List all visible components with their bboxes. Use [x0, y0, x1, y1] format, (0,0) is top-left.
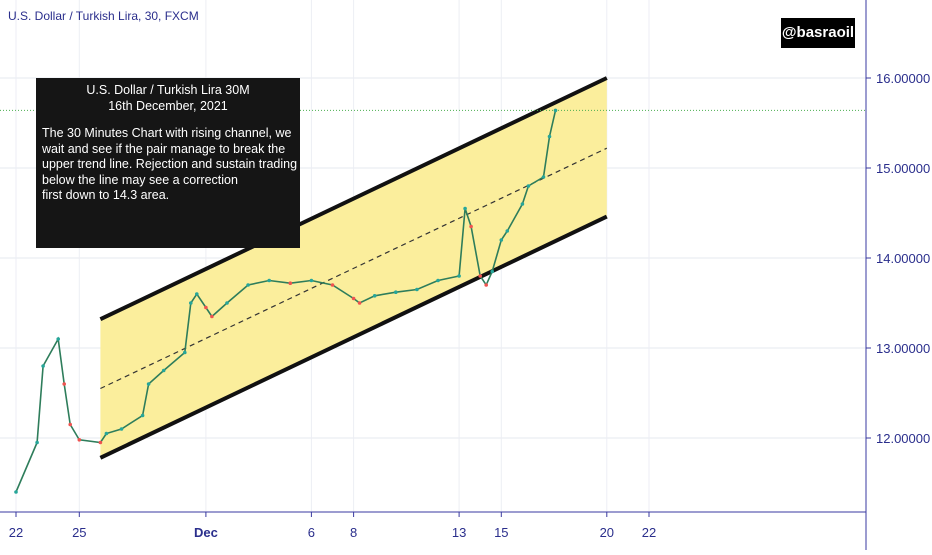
annotation-date: 16th December, 2021 — [108, 98, 228, 113]
price-point — [463, 206, 467, 211]
y-tick-label: 13.00000 — [876, 341, 930, 356]
y-tick-label: 12.00000 — [876, 431, 930, 446]
annotation-line: wait and see if the pair manage to break… — [42, 141, 286, 156]
price-point — [104, 431, 109, 436]
annotation-body: The 30 Minutes Chart with rising channel… — [42, 126, 298, 204]
price-point — [478, 274, 483, 278]
y-tick-label: 14.00000 — [876, 251, 930, 266]
price-point — [77, 438, 82, 442]
x-tick-label: 22 — [642, 525, 656, 540]
price-point — [541, 175, 546, 179]
price-point — [520, 202, 525, 206]
x-tick-label: 6 — [308, 525, 315, 540]
x-tick-label: 20 — [600, 525, 614, 540]
price-point — [415, 287, 419, 292]
price-point — [553, 108, 558, 113]
x-tick-label: 15 — [494, 525, 508, 540]
price-point — [484, 283, 489, 287]
price-point — [210, 314, 214, 319]
price-point — [146, 382, 151, 386]
y-tick-label: 16.00000 — [876, 71, 930, 86]
watermark-badge: @basraoil — [781, 18, 855, 48]
price-point — [490, 269, 495, 274]
price-point — [183, 350, 187, 355]
annotation-line: first down to 14.3 area. — [42, 188, 170, 202]
price-point — [35, 440, 39, 445]
price-point — [140, 413, 145, 418]
price-point — [469, 224, 473, 229]
x-tick-label: 25 — [72, 525, 86, 540]
price-point — [499, 238, 504, 242]
price-point — [119, 427, 124, 431]
x-tick-label: 13 — [452, 525, 466, 540]
price-point — [204, 305, 208, 310]
price-point — [14, 490, 18, 494]
annotation-title: U.S. Dollar / Turkish Lira 30M — [86, 83, 250, 97]
price-point — [351, 296, 356, 301]
channel-lower-line — [99, 214, 608, 460]
price-point — [436, 278, 440, 283]
price-point — [526, 184, 531, 188]
price-point — [41, 364, 45, 368]
price-point — [161, 368, 166, 373]
annotation-line: below the line may see a correction — [42, 172, 238, 187]
price-point — [547, 134, 552, 139]
price-point — [457, 274, 461, 278]
price-point — [98, 440, 103, 445]
price-point — [56, 337, 60, 341]
symbol-title: U.S. Dollar / Turkish Lira, 30, FXCM — [8, 9, 199, 23]
price-point — [267, 278, 272, 283]
price-point — [68, 422, 72, 427]
y-tick-label: 15.00000 — [876, 161, 930, 176]
price-point — [246, 283, 250, 287]
price-point — [309, 278, 314, 283]
annotation-line: upper trend line. Rejection and sustain … — [42, 157, 298, 171]
price-point — [225, 301, 229, 305]
price-point — [195, 292, 199, 296]
price-point — [372, 294, 377, 298]
annotation-box: U.S. Dollar / Turkish Lira 30M 16th Dece… — [36, 78, 300, 248]
channel-upper-line — [99, 76, 608, 322]
price-point — [62, 382, 66, 386]
price-point — [357, 301, 362, 305]
annotation-line: The 30 Minutes Chart with rising channel… — [42, 126, 292, 140]
x-tick-label: Dec — [194, 525, 218, 540]
price-point — [288, 281, 293, 286]
price-point — [505, 229, 510, 233]
price-point — [189, 301, 193, 305]
x-tick-label: 8 — [350, 525, 357, 540]
price-point — [394, 290, 398, 295]
x-tick-label: 22 — [9, 525, 23, 540]
price-point — [330, 283, 335, 287]
